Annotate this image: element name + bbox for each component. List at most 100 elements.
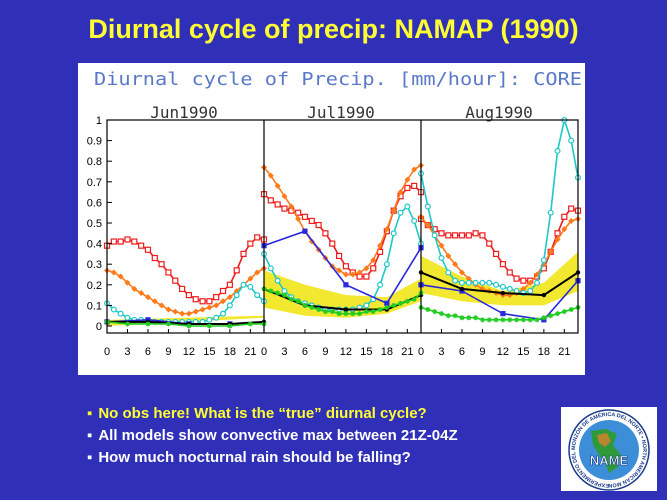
x-tick-label: 12 bbox=[183, 346, 195, 358]
orange-point bbox=[356, 269, 363, 276]
x-tick-label: 18 bbox=[538, 346, 550, 358]
orange-point bbox=[336, 267, 343, 274]
cyan-series-line bbox=[420, 116, 579, 294]
red-point bbox=[411, 182, 418, 190]
cyan-point bbox=[465, 279, 472, 286]
black-point bbox=[541, 292, 547, 298]
cyan-point bbox=[527, 287, 534, 294]
blue-point bbox=[343, 282, 349, 288]
green-point bbox=[343, 311, 349, 317]
red-point bbox=[404, 184, 411, 192]
cyan-point bbox=[254, 292, 261, 299]
bullet-item: All models show convective max between 2… bbox=[87, 425, 457, 447]
orange-point bbox=[131, 285, 138, 292]
green-point bbox=[165, 321, 171, 327]
orange-point bbox=[520, 285, 527, 292]
cyan-point bbox=[206, 316, 213, 323]
y-tick-label: 0.9 bbox=[87, 136, 102, 148]
red-point bbox=[199, 298, 206, 305]
y-tick-label: 0.8 bbox=[87, 156, 102, 168]
red-point bbox=[219, 287, 227, 295]
red-point bbox=[274, 201, 281, 208]
green-point bbox=[500, 317, 506, 323]
green-point bbox=[541, 315, 547, 321]
x-tick-label: 9 bbox=[322, 346, 328, 358]
x-tick-label: 15 bbox=[517, 346, 529, 358]
red-point bbox=[281, 205, 288, 212]
green-point bbox=[561, 309, 567, 315]
orange-point bbox=[267, 172, 274, 179]
orange-point bbox=[226, 294, 233, 301]
orange-point bbox=[110, 269, 117, 276]
orange-point bbox=[179, 310, 186, 317]
green-point bbox=[514, 317, 520, 323]
red-point bbox=[138, 242, 145, 249]
orange-point bbox=[561, 226, 568, 233]
red-point bbox=[110, 238, 117, 245]
x-tick-label: 15 bbox=[203, 346, 215, 358]
cyan-point bbox=[247, 283, 254, 290]
orange-point bbox=[172, 308, 179, 315]
blue-point bbox=[500, 311, 506, 317]
cyan-point bbox=[363, 302, 370, 309]
red-point bbox=[445, 232, 452, 239]
panel-title-jul: Jul1990 bbox=[307, 103, 374, 122]
x-tick-label: 18 bbox=[381, 346, 393, 358]
y-tick-label: 0.4 bbox=[87, 239, 102, 251]
red-point bbox=[492, 250, 500, 257]
orange-point bbox=[165, 306, 172, 313]
cyan-series-line bbox=[106, 283, 265, 323]
green-point bbox=[527, 317, 533, 323]
green-point bbox=[391, 302, 397, 308]
green-point bbox=[555, 311, 561, 317]
red-point bbox=[301, 213, 309, 220]
orange-point bbox=[404, 176, 411, 183]
green-point bbox=[452, 313, 458, 319]
green-point bbox=[473, 315, 479, 321]
black-point bbox=[459, 286, 465, 292]
panel-title-jun: Jun1990 bbox=[150, 103, 217, 122]
red-point bbox=[438, 230, 445, 237]
green-point bbox=[398, 300, 404, 306]
red-point bbox=[213, 294, 220, 301]
orange-point bbox=[295, 215, 302, 222]
green-point bbox=[493, 317, 499, 323]
cyan-point bbox=[458, 279, 465, 286]
orange-point bbox=[445, 252, 452, 259]
black-point bbox=[343, 307, 349, 312]
bullet-item: No obs here! What is the “true” diurnal … bbox=[87, 403, 458, 425]
red-point bbox=[486, 240, 493, 247]
cyan-point bbox=[472, 279, 479, 286]
red-point bbox=[315, 221, 322, 229]
orange-point bbox=[185, 310, 192, 317]
green-point bbox=[206, 323, 212, 329]
green-point bbox=[247, 321, 253, 327]
red-point bbox=[158, 261, 165, 268]
x-tick-label: 12 bbox=[340, 346, 352, 358]
cyan-point bbox=[554, 147, 561, 154]
chart-title: Diurnal cycle of Precip. [mm/hour]: CORE bbox=[94, 70, 582, 90]
x-tick-label: 6 bbox=[302, 346, 308, 358]
green-point bbox=[124, 321, 130, 327]
cyan-point bbox=[431, 232, 438, 239]
orange-point bbox=[370, 257, 377, 264]
green-point bbox=[507, 317, 513, 323]
cyan-point bbox=[438, 255, 445, 262]
cyan-point bbox=[568, 137, 575, 144]
cyan-point bbox=[233, 292, 240, 299]
red-point bbox=[206, 298, 213, 305]
green-point bbox=[432, 309, 438, 315]
orange-point bbox=[390, 207, 397, 214]
orange-point bbox=[397, 189, 404, 196]
cyan-point bbox=[411, 217, 418, 224]
bullet-list: No obs here! What is the “true” diurnal … bbox=[87, 403, 458, 469]
cyan-point bbox=[110, 306, 117, 313]
orange-point bbox=[452, 261, 459, 268]
red-point bbox=[342, 263, 350, 270]
orange-point bbox=[151, 298, 158, 305]
cyan-point bbox=[117, 310, 124, 317]
orange-point bbox=[124, 279, 131, 286]
cyan-point bbox=[383, 261, 390, 268]
cyan-point bbox=[506, 285, 513, 292]
red-point bbox=[458, 232, 466, 239]
